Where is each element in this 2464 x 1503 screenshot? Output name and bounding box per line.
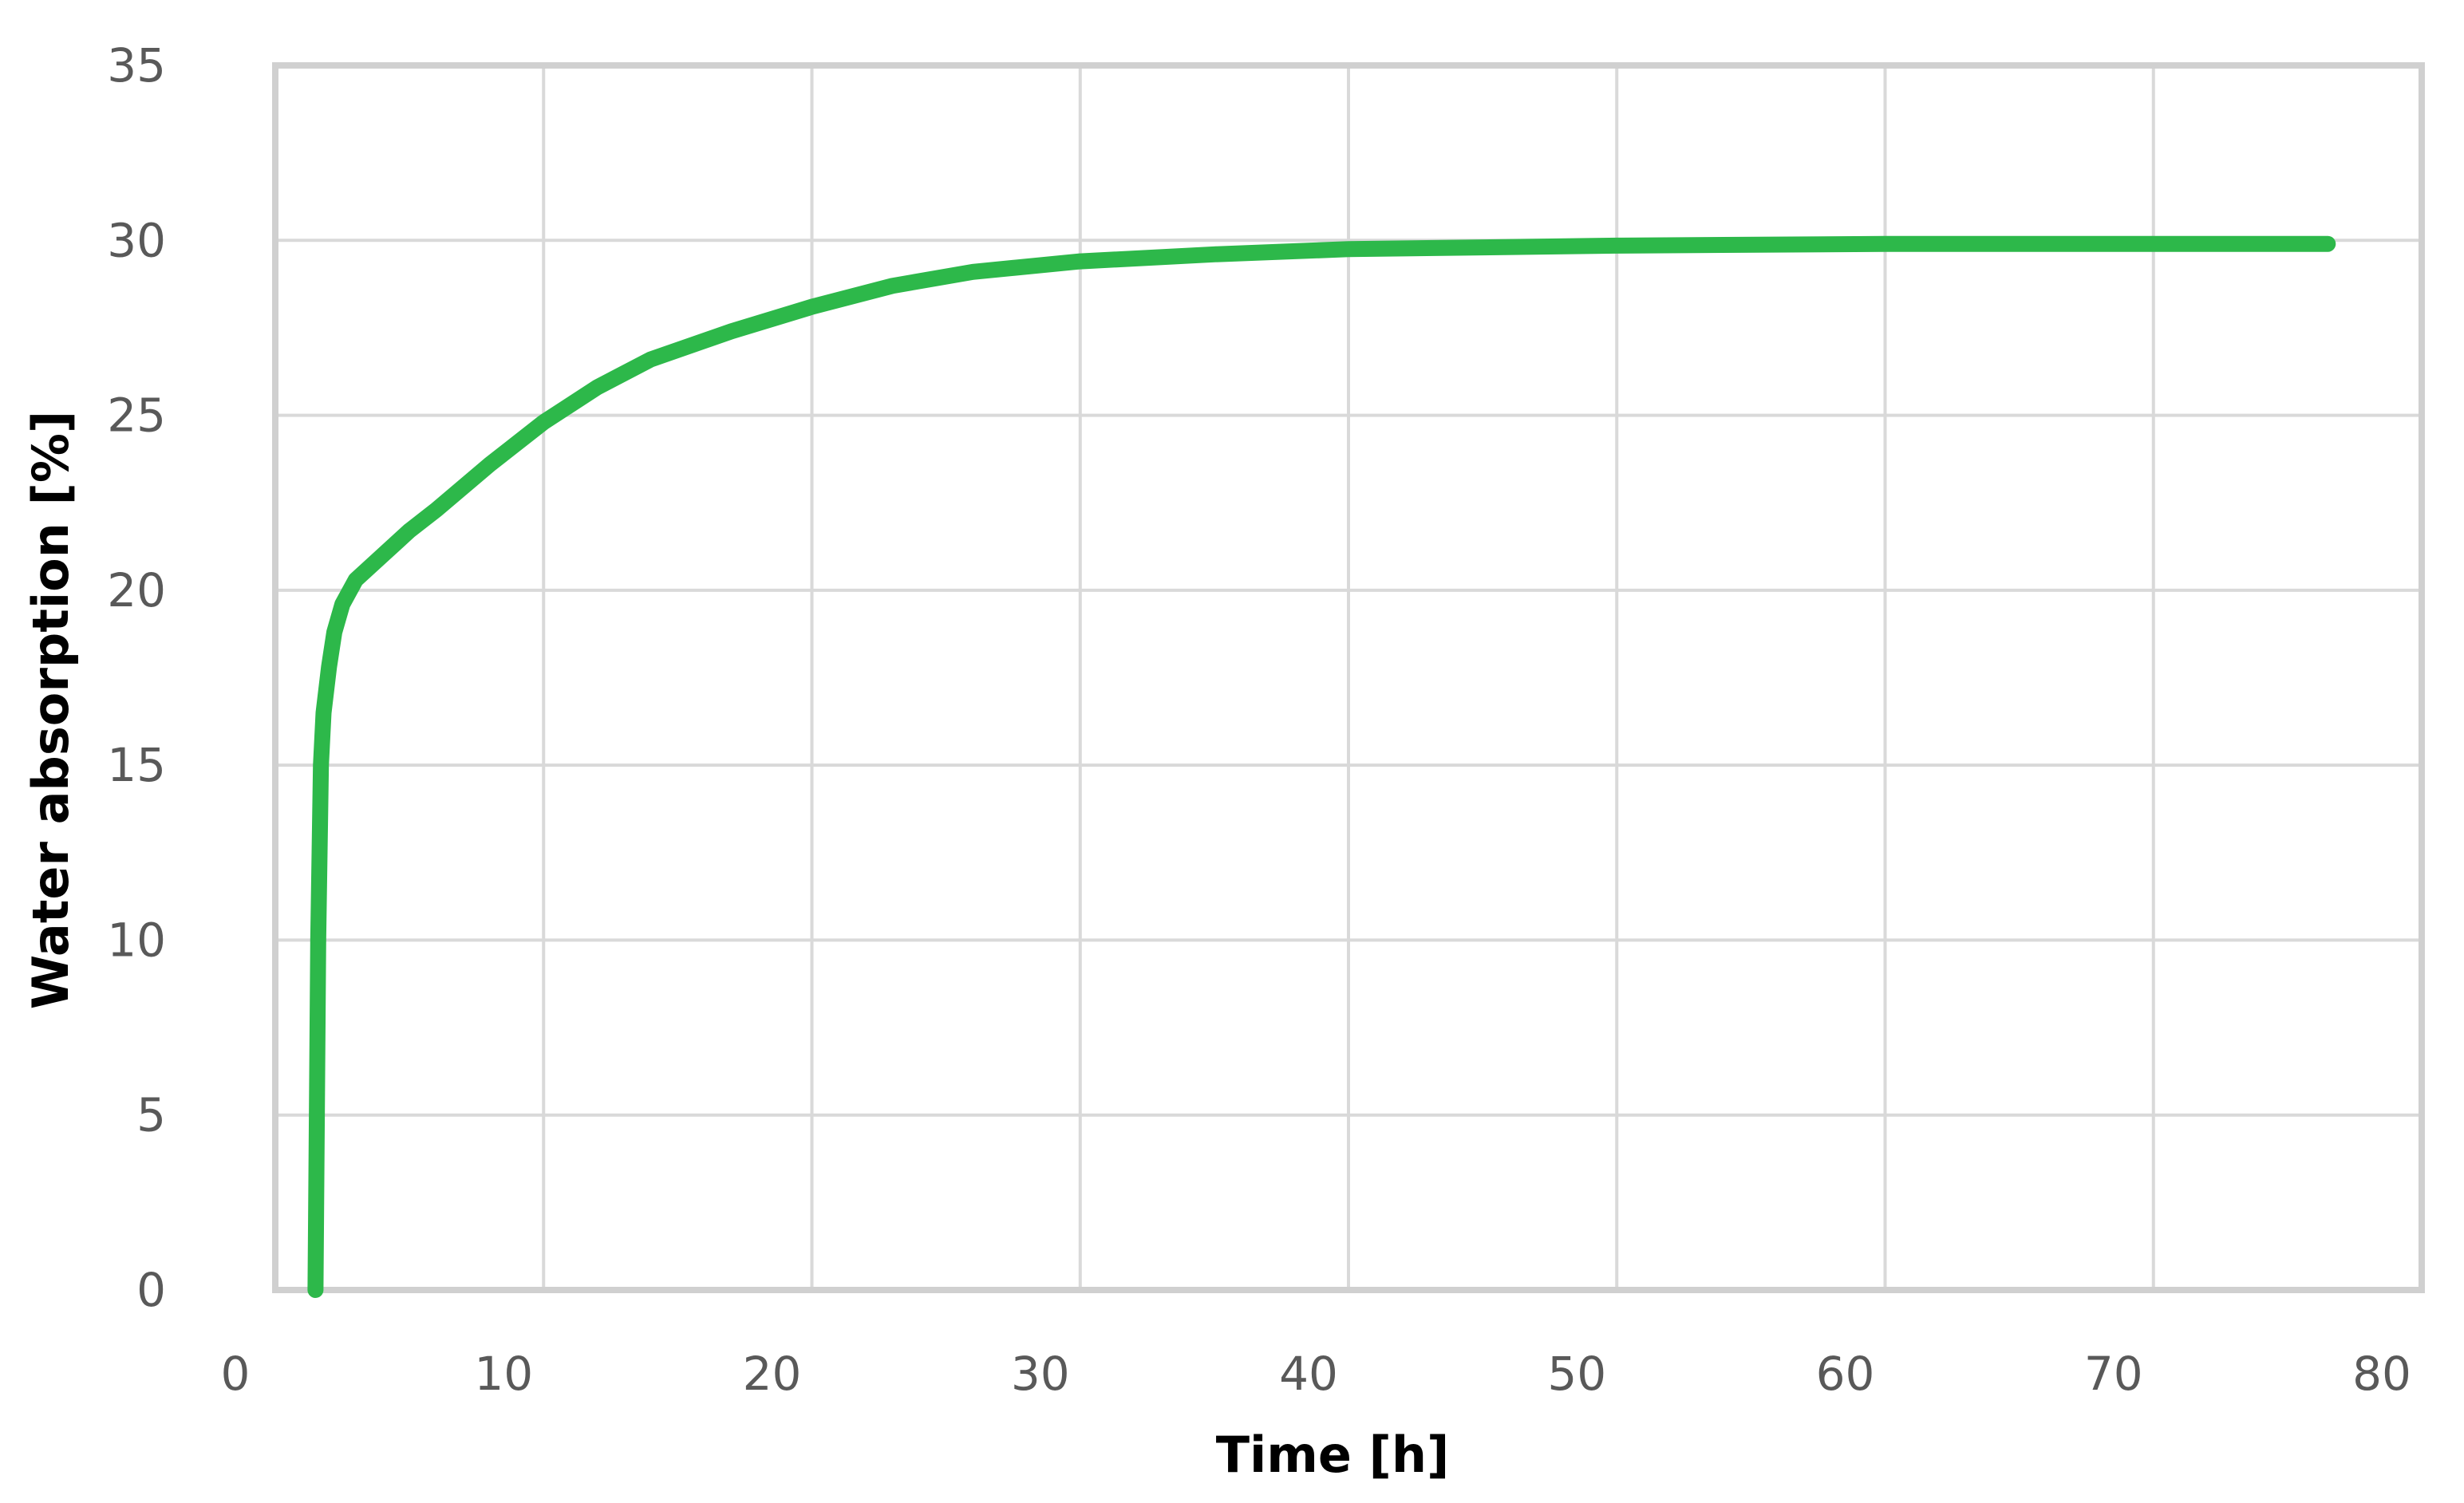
x-tick-label: 60 (1816, 1347, 1875, 1401)
y-tick-label: 25 (107, 389, 166, 443)
y-tick-label: 0 (136, 1263, 166, 1317)
y-tick-labels: 0 5 10 15 20 25 30 35 (107, 38, 166, 1317)
x-tick-labels: 0 10 20 30 40 50 60 70 80 (221, 1347, 2411, 1401)
y-axis-title: Water absorption [%] (22, 411, 80, 1010)
x-tick-label: 20 (743, 1347, 802, 1401)
x-tick-label: 30 (1011, 1347, 1070, 1401)
x-tick-label: 80 (2352, 1347, 2411, 1401)
y-tick-label: 20 (107, 563, 166, 617)
y-tick-label: 15 (107, 738, 166, 792)
y-tick-label: 10 (107, 913, 166, 967)
y-tick-label: 35 (107, 38, 166, 93)
grid-lines (274, 64, 2423, 1292)
x-tick-label: 70 (2084, 1347, 2143, 1401)
x-tick-label: 0 (221, 1347, 251, 1401)
x-axis-title: Time [h] (1216, 1426, 1450, 1484)
x-tick-label: 10 (474, 1347, 533, 1401)
plot-frame (272, 62, 2425, 1293)
x-tick-label: 50 (1547, 1347, 1606, 1401)
series-layer (307, 235, 2336, 1298)
x-tick-label: 40 (1279, 1347, 1338, 1401)
y-tick-label: 5 (136, 1088, 166, 1142)
y-tick-label: 30 (107, 213, 166, 267)
series-line (307, 235, 2336, 1298)
